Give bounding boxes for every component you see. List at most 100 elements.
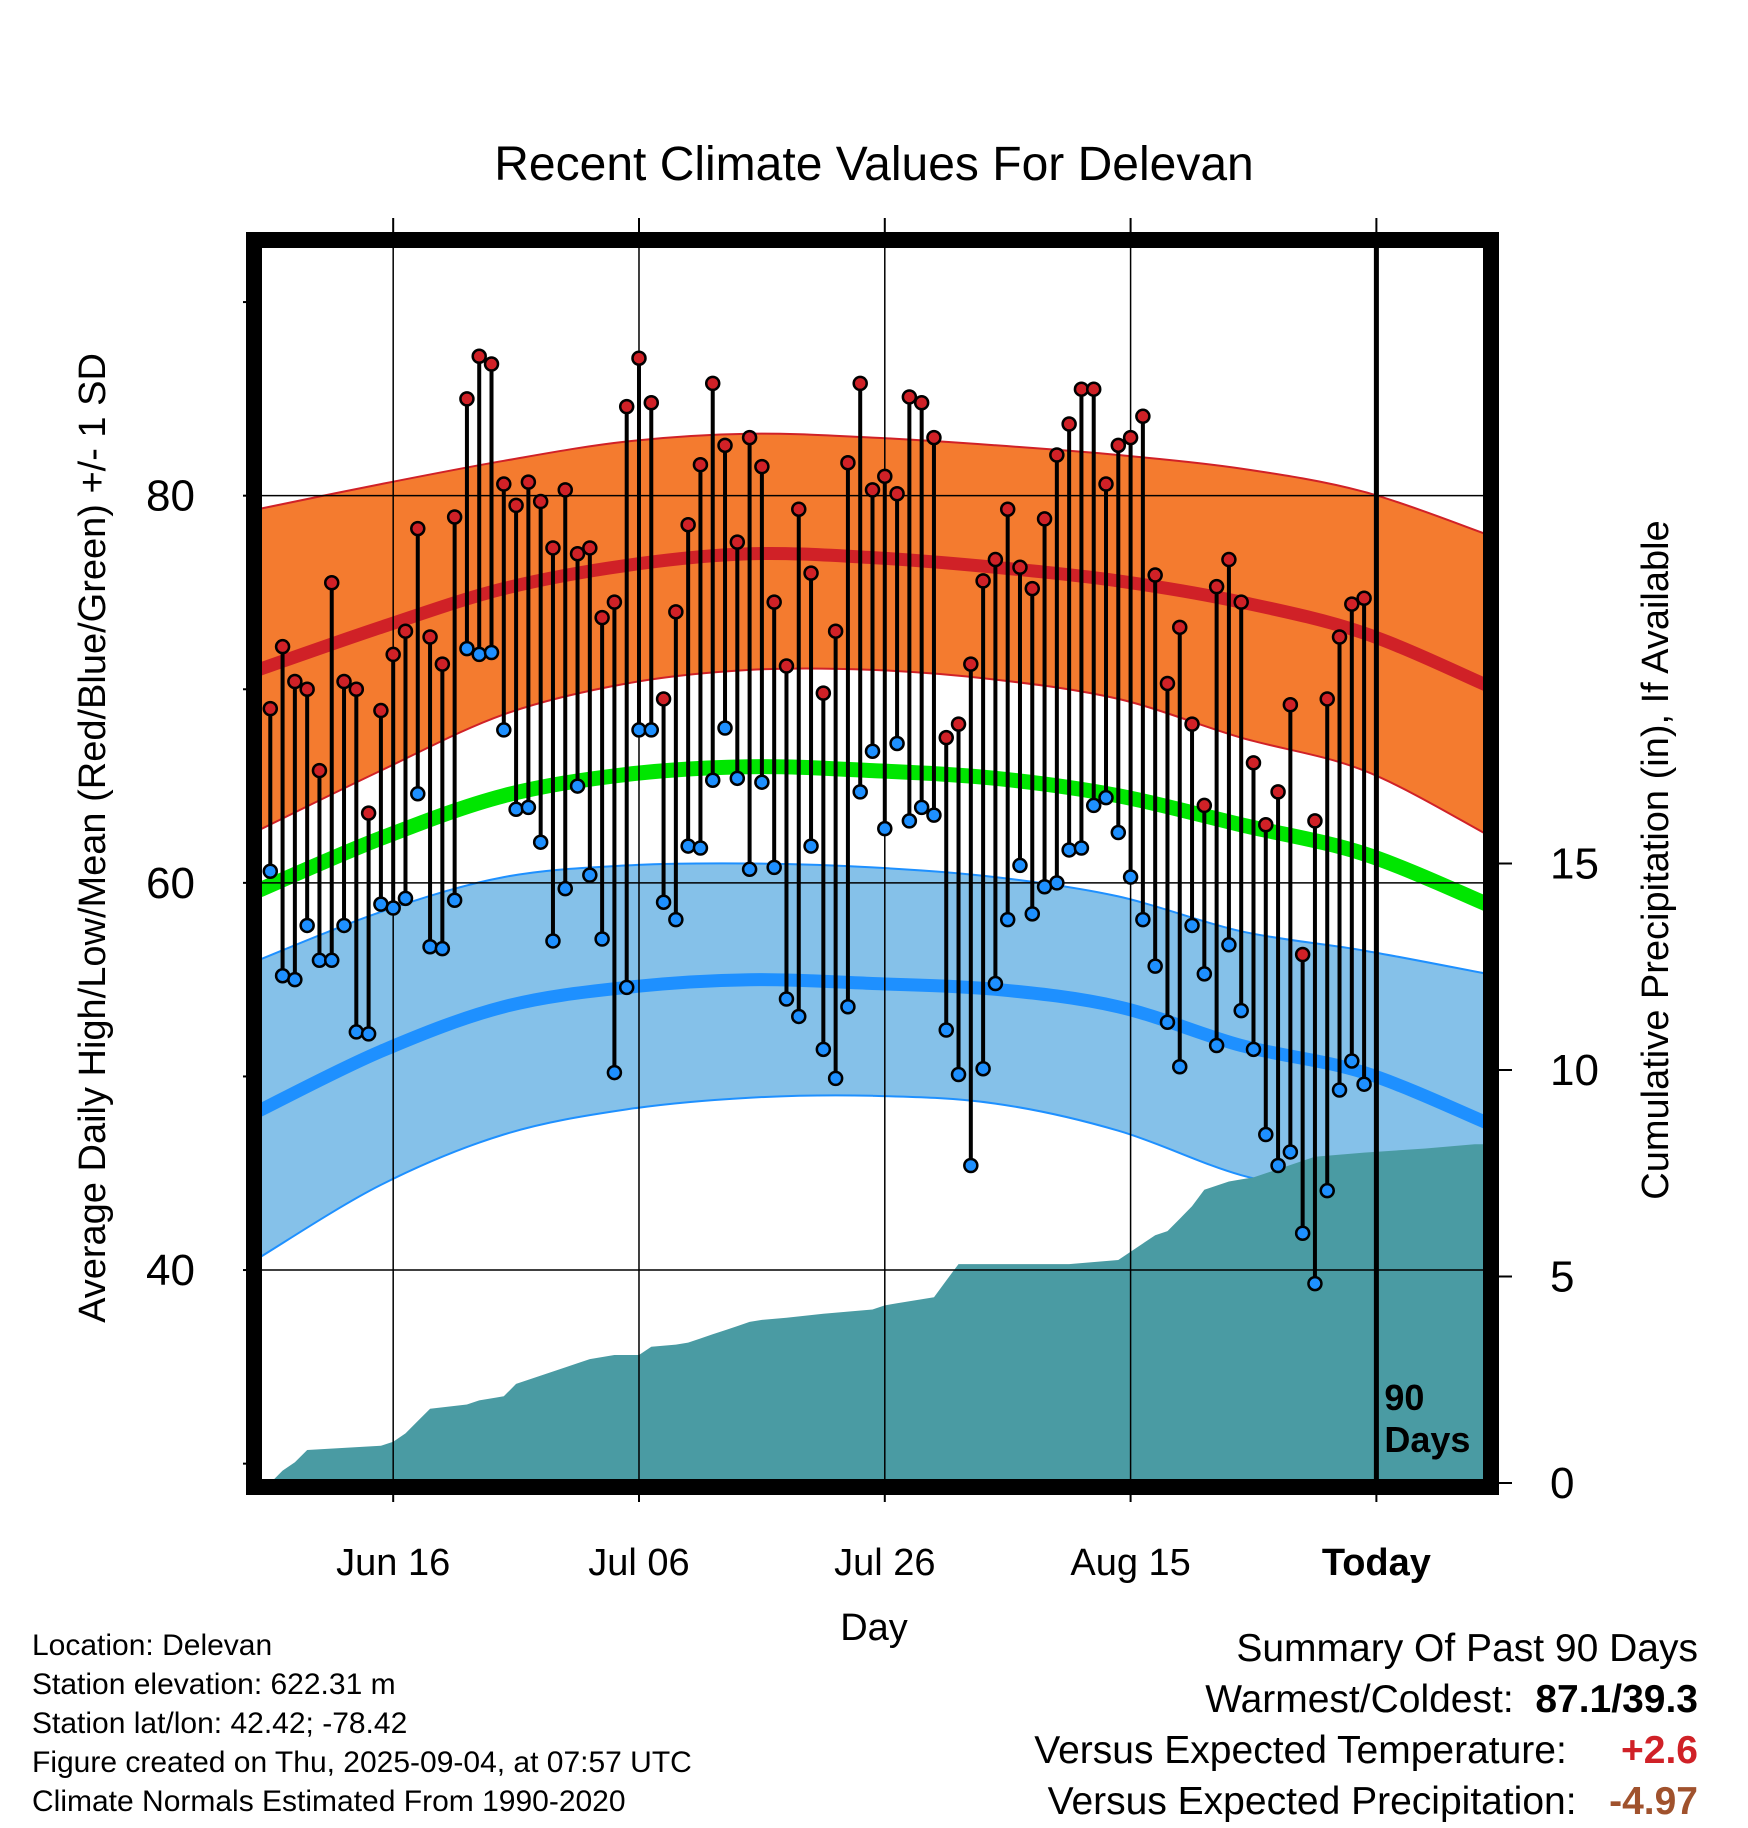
daily-high-point [471,348,487,365]
daily-low-point [1184,917,1200,934]
daily-high-point [1233,594,1249,610]
x-axis-label: Day [840,1607,908,1649]
plot-clip-group: 90 Days [258,244,1487,1483]
daily-low-point [582,867,598,883]
daily-low-point [655,894,672,910]
temperature-departure-row: Versus Expected Temperature: +2.6 [1034,1725,1698,1776]
plot-area: 90 Days 40 60 80 0 5 10 15 Jun 16 Jul 06 Jul 26 Aug … [146,218,1599,1584]
daily-high-point [1085,381,1102,397]
precipitation-departure-value: -4.97 [1609,1780,1698,1823]
daily-high-point [938,729,954,746]
daily-high-point [508,497,524,514]
daily-low-point [877,820,893,837]
daily-high-point [1012,559,1028,576]
daily-low-point [766,859,782,876]
daily-low-point [373,896,389,912]
daily-low-point [1233,1002,1249,1019]
daily-high-point [459,391,475,407]
daily-high-point [1258,817,1274,833]
daily-low-point [889,735,905,752]
daily-high-point [692,456,709,473]
daily-high-point [618,398,635,415]
temperature-departure-value: +2.6 [1621,1729,1698,1772]
daily-low-point [1344,1053,1360,1069]
daily-high-point [950,716,967,732]
daily-high-point [926,429,942,446]
daily-low-point [717,720,733,736]
daily-low-point [520,799,537,816]
precipitation-departure-label: Versus Expected Precipitation: [1047,1780,1577,1823]
daily-high-point [1061,416,1077,432]
daily-high-point [1319,691,1335,707]
temp-tick-label: 80 [146,472,195,521]
daily-high-point [336,673,352,690]
temperature-departure-label: Versus Expected Temperature: [1034,1729,1567,1772]
daily-low-point [434,940,451,957]
daily-high-point [545,540,561,556]
daily-high-point [1356,590,1372,607]
daily-high-point [840,455,856,471]
daily-low-point [999,911,1016,928]
daily-high-point [852,375,868,392]
daily-high-point [1159,675,1176,692]
day-tick-label: Aug 15 [1070,1542,1190,1584]
daily-low-point [483,644,500,661]
daily-high-point [717,437,733,454]
daily-low-point [1245,1041,1262,1058]
daily-high-point [741,429,758,446]
daily-low-point [459,640,475,657]
daily-low-point [1172,1059,1188,1075]
daily-low-point [741,861,758,878]
daily-high-point [606,594,623,610]
daily-high-point [1049,447,1065,463]
daily-low-point [1110,824,1127,841]
daily-high-point [274,638,291,655]
daily-low-point [754,774,770,790]
daily-low-point [1294,1225,1311,1242]
daily-high-point [877,468,893,485]
daily-high-point [1331,629,1348,645]
daily-low-point [348,1024,365,1040]
daily-low-point [1012,857,1028,874]
daily-low-point [864,743,881,759]
daily-low-point [950,1066,967,1083]
daily-high-point [1344,596,1360,612]
warmest-coldest-label: Warmest/Coldest: [1205,1678,1514,1721]
daily-high-point [532,493,549,510]
daily-low-point [1036,878,1053,895]
daily-high-point [1122,429,1139,446]
chart-title: Recent Climate Values For Delevan [494,138,1253,191]
daily-high-point [1147,567,1163,583]
daily-low-point [791,1008,807,1025]
daily-high-point [643,394,660,411]
daily-high-point [1184,716,1200,732]
daily-high-point [963,656,979,672]
daily-high-point [287,673,303,690]
daily-low-point [987,975,1004,992]
precipitation-departure-row: Versus Expected Precipitation: -4.97 [1034,1776,1698,1827]
daily-low-point [274,968,291,984]
daily-high-point [311,762,328,779]
daily-high-point [1221,551,1237,568]
precip-tick-label: 10 [1550,1046,1599,1095]
daily-high-point [999,501,1016,517]
daily-high-point [827,623,844,639]
precip-area [258,1144,1487,1483]
daily-low-point [471,646,487,663]
daily-high-point [680,516,696,533]
daily-low-point [668,911,684,928]
daily-high-point [262,700,279,717]
daily-high-point [1294,946,1311,963]
daily-high-point [1024,580,1041,597]
daily-low-point [594,931,610,947]
daily-high-point [791,501,807,517]
precip-tick-label: 0 [1550,1459,1574,1508]
temp-tick-label: 60 [146,859,195,908]
daily-high-point [1098,476,1114,492]
latlon-text: Station lat/lon: 42.42; -78.42 [32,1707,408,1740]
daily-low-point [532,834,549,850]
daily-high-point [385,646,401,663]
daily-high-point [446,509,463,525]
daily-low-point [1319,1182,1335,1199]
